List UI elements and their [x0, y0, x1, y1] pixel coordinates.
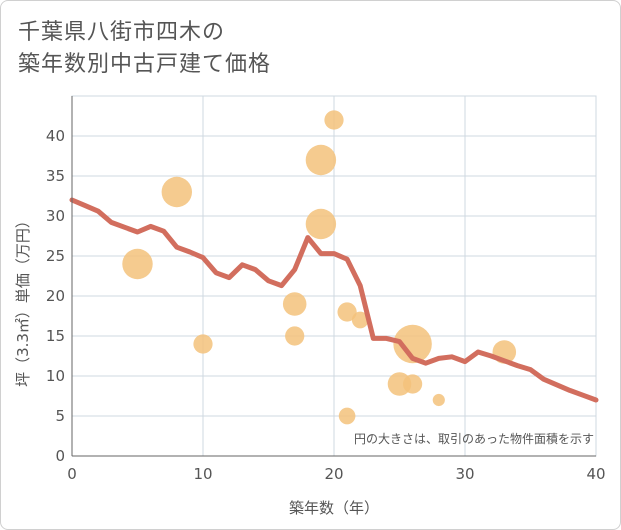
y-tick-label-20: 20: [46, 287, 65, 305]
axes: 0 5 10 15 20 25 30 35 40 0 10 20 30 40: [46, 96, 606, 483]
x-tick-label-40: 40: [586, 465, 605, 483]
y-tick-label-40: 40: [46, 127, 65, 145]
y-tick-label-25: 25: [46, 247, 65, 265]
bubble-9: [338, 407, 356, 425]
bubble-4: [285, 326, 305, 346]
grid-lines: [72, 96, 596, 456]
bubble-6: [305, 208, 337, 240]
bubble-5: [305, 144, 337, 176]
bubble-3: [282, 292, 307, 316]
chart-title-line2: 築年数別中古戸建て価格: [18, 52, 272, 77]
trend-series: [69, 197, 599, 403]
bubble-10: [351, 311, 369, 329]
y-tick-label-35: 35: [46, 167, 65, 185]
chart-title-line1: 千葉県八街市四木の: [18, 20, 226, 45]
chart-title: 千葉県八街市四木の 築年数別中古戸建て価格: [18, 17, 271, 81]
x-tick-label-30: 30: [455, 465, 474, 483]
x-tick-label-10: 10: [193, 465, 212, 483]
x-tick-label-0: 0: [67, 465, 77, 483]
y-tick-label-30: 30: [46, 207, 65, 225]
y-tick-label-5: 5: [55, 407, 65, 425]
y-tick-label-10: 10: [46, 367, 65, 385]
bubble-14: [432, 393, 445, 407]
bubble-12: [402, 374, 423, 394]
bubble-8: [337, 302, 357, 322]
bubble-1: [161, 176, 193, 208]
y-tick-label-0: 0: [55, 447, 65, 465]
x-tick-label-20: 20: [324, 465, 343, 483]
trend-line: [69, 197, 599, 403]
bubble-series: [122, 110, 517, 425]
y-tick-label-15: 15: [46, 327, 65, 345]
size-note: 円の大きさは、取引のあった物件面積を示す: [354, 431, 594, 446]
bubble-7: [324, 110, 344, 130]
y-axis-label: 坪（3.3㎡）単価（万円）: [14, 213, 32, 387]
bubble-0: [122, 248, 153, 280]
x-axis-label: 築年数（年）: [289, 499, 379, 517]
bubble-13: [393, 324, 432, 364]
bubble-2: [193, 334, 213, 354]
